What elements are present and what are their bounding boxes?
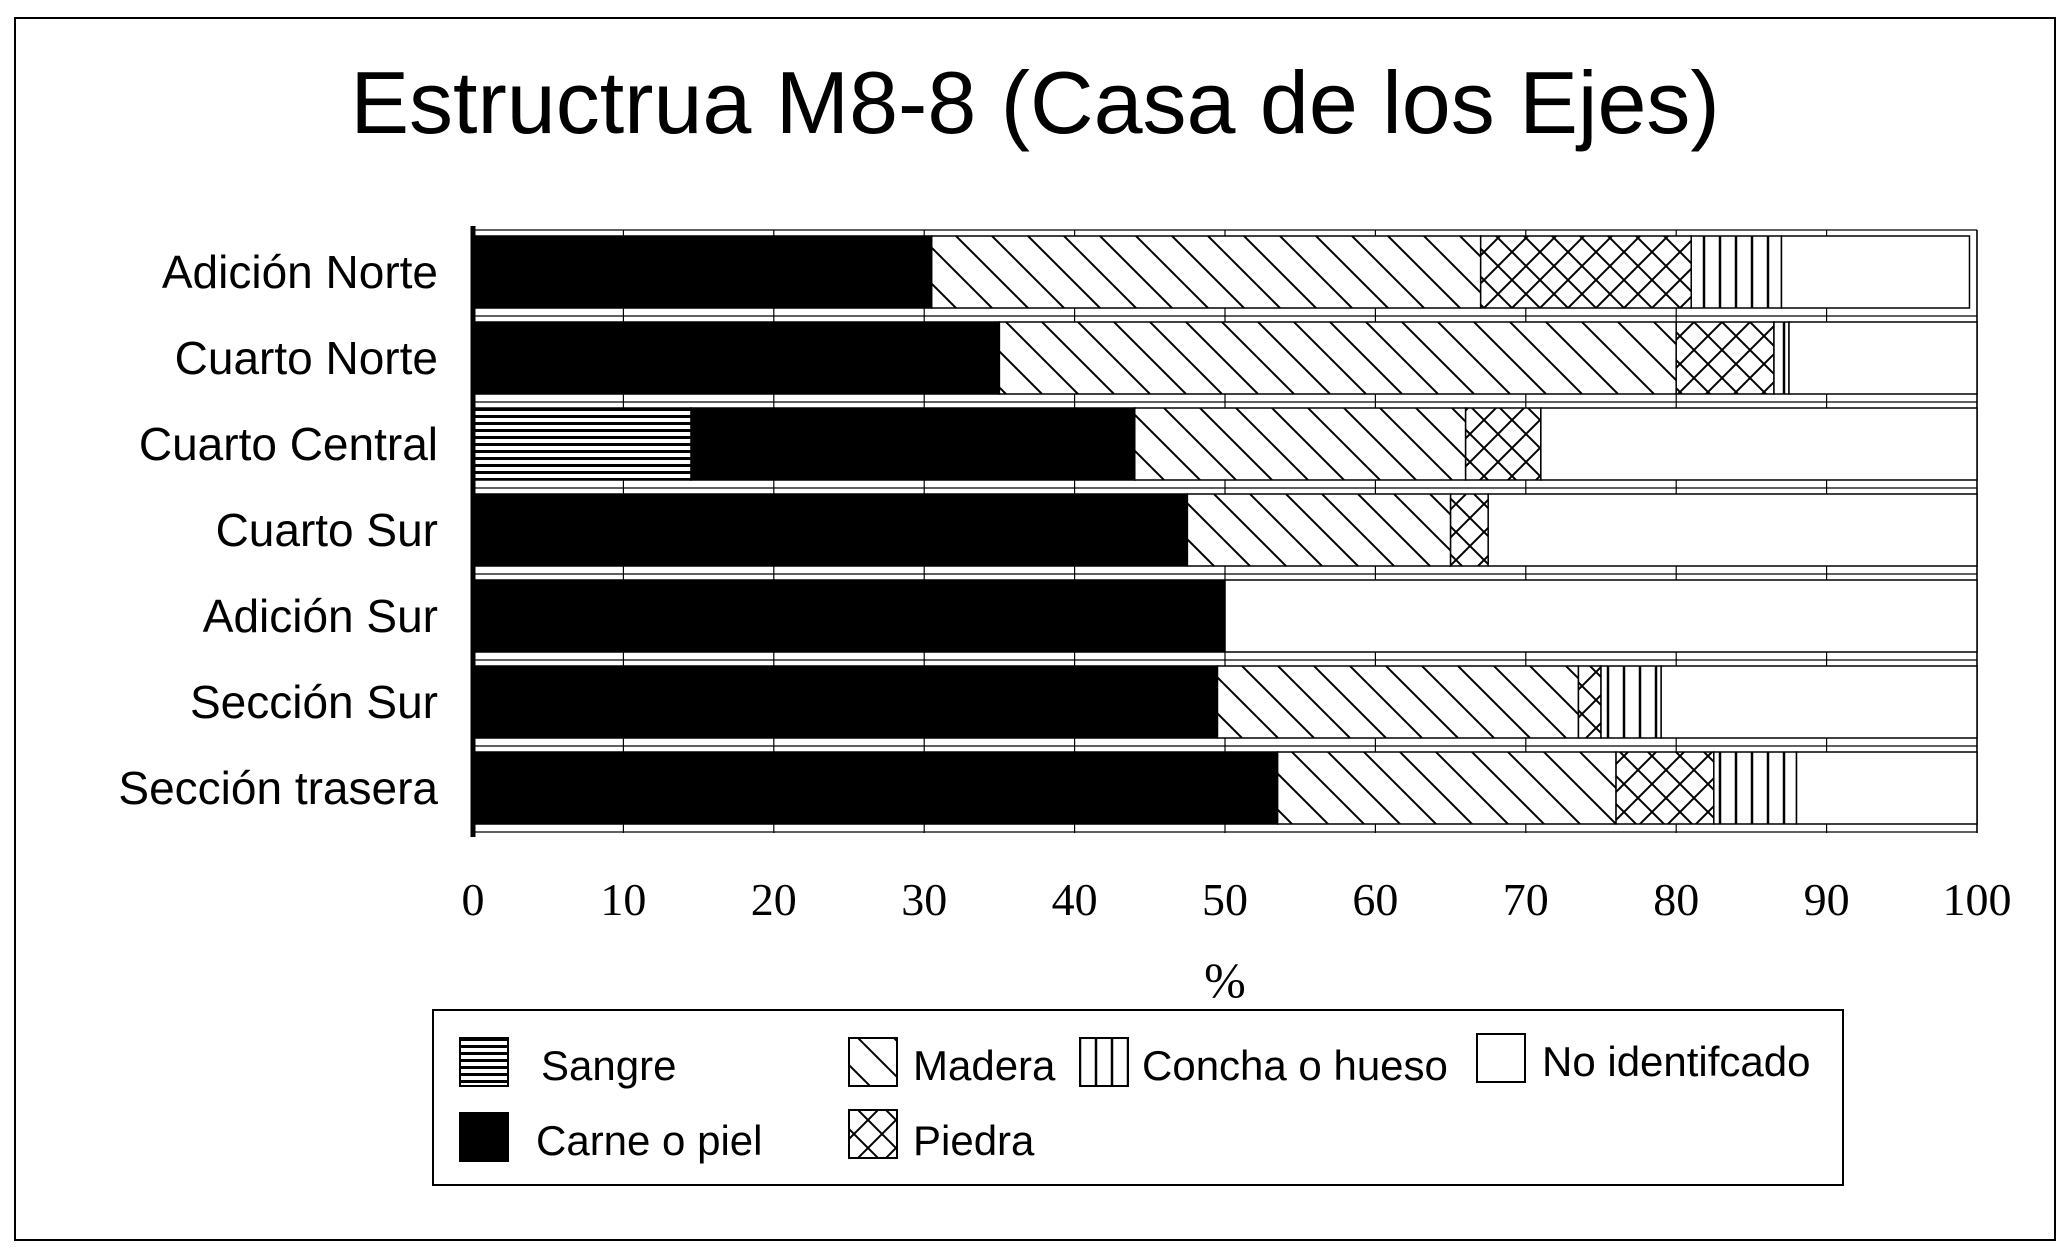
- bar-segment: [472, 407, 692, 481]
- legend-label: Carne o piel: [536, 1117, 762, 1164]
- bar-segment: [472, 751, 1279, 825]
- chart-title: Estructrua M8-8 (Casa de los Ejes): [350, 53, 1719, 152]
- x-tick-label: 90: [1804, 874, 1850, 925]
- x-tick-label: 30: [901, 874, 947, 925]
- bar-segment: [998, 321, 1677, 395]
- legend-label: Piedra: [913, 1117, 1035, 1164]
- bar-segment: [472, 493, 1189, 567]
- x-tick-label: 10: [600, 874, 646, 925]
- x-tick-label: 50: [1202, 874, 1248, 925]
- bar-segment: [930, 235, 1482, 309]
- legend-swatch: [1476, 1033, 1526, 1083]
- category-label: Adición Sur: [203, 590, 438, 642]
- legend-swatch: [459, 1037, 509, 1087]
- legend-label: No identifcado: [1542, 1038, 1811, 1085]
- x-tick-label: 60: [1352, 874, 1398, 925]
- bar-segment: [1660, 665, 1978, 739]
- bar-segment: [1216, 665, 1580, 739]
- bar-segment: [472, 665, 1219, 739]
- x-tick-labels: 0 10 20 30 40 50 60 70 80 90 100: [462, 874, 2012, 925]
- bar-segment: [1487, 493, 1978, 567]
- bar-segment: [1449, 493, 1489, 567]
- legend-swatch: [1079, 1037, 1129, 1087]
- bar-segment: [1540, 407, 1978, 481]
- bar-segment: [1713, 751, 1798, 825]
- bar-segment: [1795, 751, 1978, 825]
- bar-segment: [1675, 321, 1775, 395]
- category-label: Cuarto Sur: [216, 504, 438, 556]
- x-axis-label: %: [1204, 952, 1246, 1008]
- plot-area: [470, 226, 1978, 837]
- legend-label: Concha o hueso: [1142, 1042, 1448, 1089]
- legend-label: Sangre: [541, 1042, 676, 1089]
- bar-segment: [1600, 665, 1662, 739]
- bar-segment: [1276, 751, 1617, 825]
- bar-segment: [1773, 321, 1790, 395]
- category-label: Cuarto Norte: [175, 332, 438, 384]
- bar-segment: [1577, 665, 1602, 739]
- x-tick-label: 100: [1943, 874, 2012, 925]
- x-tick-label: 40: [1052, 874, 1098, 925]
- bar-segment: [690, 407, 1136, 481]
- bar-segment: [1224, 579, 1978, 653]
- legend-swatch: [848, 1109, 898, 1159]
- bar-segment: [472, 321, 1001, 395]
- bar-segment: [1788, 321, 1978, 395]
- bar-segment: [1464, 407, 1542, 481]
- bar-segment: [1479, 235, 1692, 309]
- legend-swatch: [459, 1112, 509, 1162]
- x-tick-label: 0: [462, 874, 485, 925]
- bar-segment: [1186, 493, 1452, 567]
- legend-swatch: [848, 1037, 898, 1087]
- legend-label: Madera: [913, 1042, 1056, 1089]
- category-labels: Adición Norte Cuarto Norte Cuarto Central C…: [118, 246, 438, 814]
- x-tick-label: 20: [751, 874, 797, 925]
- bar-segment: [1780, 235, 1971, 309]
- bar-segment: [472, 579, 1226, 653]
- category-label: Adición Norte: [162, 246, 438, 298]
- legend: Sangre Carne o piel Madera Piedra Concha o h…: [432, 1009, 1844, 1186]
- bar-segment: [1690, 235, 1783, 309]
- bar-segment: [472, 235, 933, 309]
- category-label: Sección Sur: [190, 676, 438, 728]
- x-tick-label: 80: [1653, 874, 1699, 925]
- category-label: Cuarto Central: [139, 418, 438, 470]
- x-tick-label: 70: [1503, 874, 1549, 925]
- bar-segment: [1134, 407, 1467, 481]
- bar-segment: [1615, 751, 1715, 825]
- category-label: Sección trasera: [118, 762, 438, 814]
- legend-box: [432, 1009, 1844, 1186]
